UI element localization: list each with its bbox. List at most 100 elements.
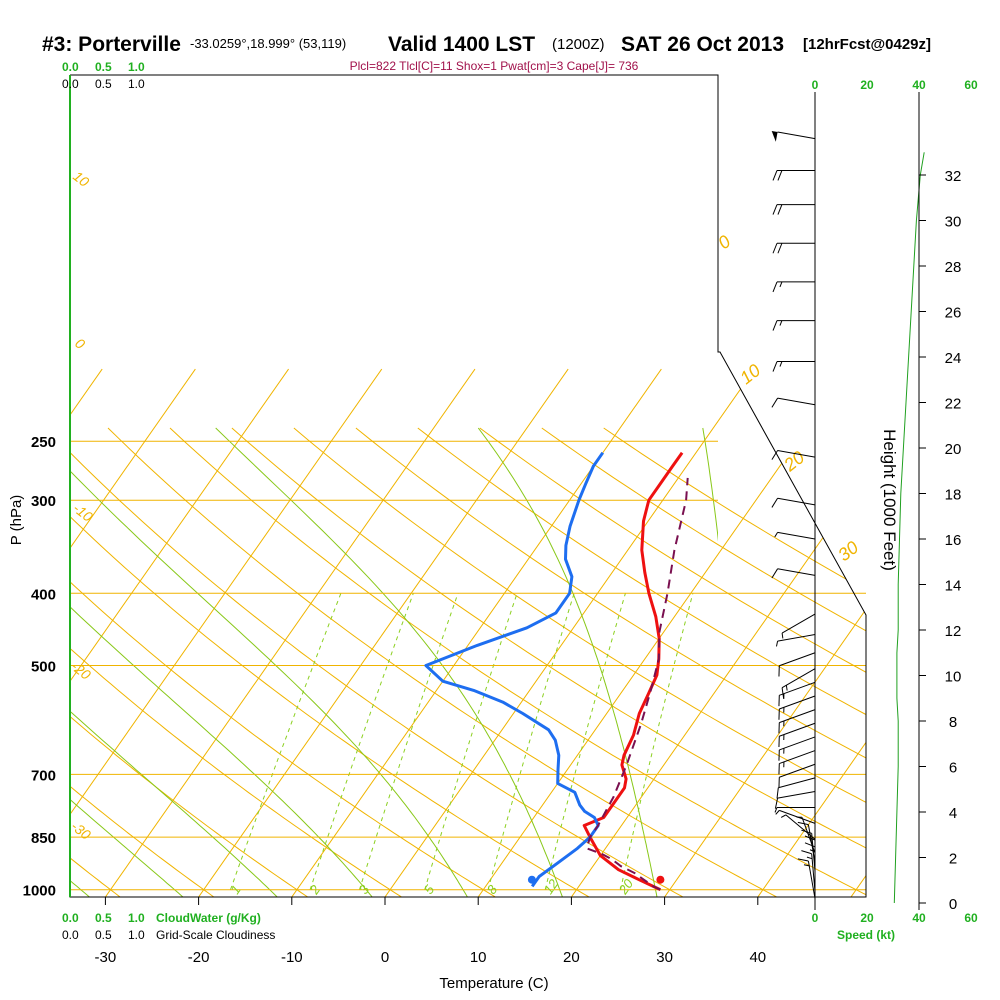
moist-adiabat (215, 427, 563, 897)
wind-barb-full (797, 821, 809, 826)
temperature-line (582, 451, 684, 892)
dry-adiabat (718, 427, 866, 897)
wind-barb-full (771, 498, 779, 508)
svg-text:0.0: 0.0 (62, 77, 79, 91)
isotherm-label: -10 (70, 500, 96, 525)
height-tick-label: 2 (949, 851, 957, 868)
wind-barb-staff (779, 809, 816, 824)
wind-barb-full (781, 687, 785, 699)
dry-adiabat (718, 427, 866, 897)
surface-temperature-dot (656, 875, 665, 884)
mixing-ratio-label: 20 (615, 876, 637, 898)
svg-text:0.0: 0.0 (62, 928, 79, 942)
wind-barb-half (779, 320, 783, 326)
wind-barb-staff (777, 397, 816, 406)
isotherm-label: -30 (68, 818, 94, 843)
wind-barb-staff (779, 709, 816, 724)
grid-clip (70, 368, 1000, 905)
wind-barb (778, 750, 816, 775)
height-tick-label: 32 (945, 168, 962, 185)
svg-text:1.0: 1.0 (128, 77, 145, 91)
wind-barb-staff (785, 814, 816, 840)
svg-text:0.5: 0.5 (95, 911, 112, 925)
wind-barb-full (771, 397, 779, 408)
height-tick-label: 16 (945, 532, 962, 549)
wind-barb (775, 634, 816, 647)
svg-text:60: 60 (964, 911, 978, 925)
pressure-tick-label: 250 (31, 434, 56, 451)
isotherm-line (570, 686, 718, 897)
wind-barb-staff (781, 613, 816, 634)
isotherm-label: 10 (70, 168, 92, 190)
wind-barb-staff (778, 777, 816, 789)
x-tick-label: -20 (188, 949, 210, 966)
moist-adiabat (70, 710, 278, 897)
svg-text:0: 0 (812, 78, 819, 92)
pressure-tick-label: 1000 (23, 883, 56, 900)
isotherm-line (751, 368, 866, 897)
wind-barb-staff (777, 497, 816, 506)
svg-text:0.0: 0.0 (62, 911, 79, 925)
wind-barb-staff (801, 817, 816, 854)
x-tick-label: -10 (281, 949, 303, 966)
x-tick-label: 20 (563, 949, 580, 966)
wind-barb-staff (781, 668, 816, 689)
wind-barb-half (775, 641, 779, 647)
svg-text:0.5: 0.5 (95, 77, 112, 91)
height-tick-label: 10 (945, 669, 962, 686)
height-tick-label: 24 (945, 350, 962, 367)
isotherm-line (70, 368, 289, 683)
wind-barb-panel (771, 131, 925, 904)
valid-date: SAT 26 Oct 2013 (621, 33, 784, 56)
svg-text:0.0: 0.0 (62, 60, 79, 74)
wind-barb-staff (807, 860, 816, 899)
isotherm-line (70, 368, 196, 550)
indices-line: Plcl=822 Tlcl[C]=11 Shox=1 Pwat[cm]=3 Ca… (350, 59, 639, 73)
wind-barb (778, 722, 816, 748)
x-tick-label: 40 (749, 949, 766, 966)
x-tick-label: 0 (381, 949, 389, 966)
wind-barb-staff (779, 763, 816, 778)
wind-barb-staff (811, 853, 816, 892)
pressure-tick-label: 850 (31, 830, 56, 847)
wind-barb-staff (779, 681, 816, 696)
dry-adiabat (479, 427, 718, 588)
svg-text:60: 60 (964, 78, 978, 92)
height-tick-label: 20 (945, 441, 962, 458)
isotherm-line (291, 368, 662, 897)
mixing-ratio-line (309, 593, 414, 890)
plot-frame (69, 74, 867, 910)
pressure-tick-label: 700 (31, 767, 56, 784)
speed-scale-top: 0 20 40 60 (812, 78, 978, 92)
wind-barb (771, 568, 816, 579)
height-tick-label: 18 (945, 487, 962, 504)
svg-text:20: 20 (860, 911, 874, 925)
plot-border (69, 74, 867, 898)
mixing-ratio-line (230, 593, 342, 890)
isotherm-line (845, 369, 1000, 905)
wind-barb-half (774, 807, 778, 813)
svg-text:0.5: 0.5 (95, 928, 112, 942)
wind-barb-half (780, 814, 787, 818)
svg-text:0.5: 0.5 (95, 60, 112, 74)
wind-barb (778, 763, 816, 789)
wind-barb (772, 242, 815, 254)
wind-barb-staff (777, 531, 816, 540)
cloudiness-legend-bottom: 0.0 0.5 1.0 Grid-Scale Cloudiness (62, 928, 275, 942)
x-tick-label: -30 (95, 949, 117, 966)
station-coords: -33.0259°,18.999° (53,119) (190, 36, 346, 51)
wind-barb (778, 736, 816, 761)
wind-barb-full (774, 798, 779, 809)
wind-barb-full (777, 204, 783, 215)
dry-adiabat (718, 427, 866, 897)
dry-adiabat (417, 427, 718, 632)
pressure-tick-label: 500 (31, 658, 56, 675)
cloudiness-scale-top: 0.0 0.5 1.0 (62, 77, 145, 91)
x-axis-title: Temperature (C) (439, 975, 548, 992)
isotherm-line (197, 368, 569, 897)
wind-barb (774, 806, 815, 813)
moist-adiabat (702, 427, 718, 542)
dry-adiabat (70, 515, 591, 897)
wind-barb-full (772, 204, 778, 215)
